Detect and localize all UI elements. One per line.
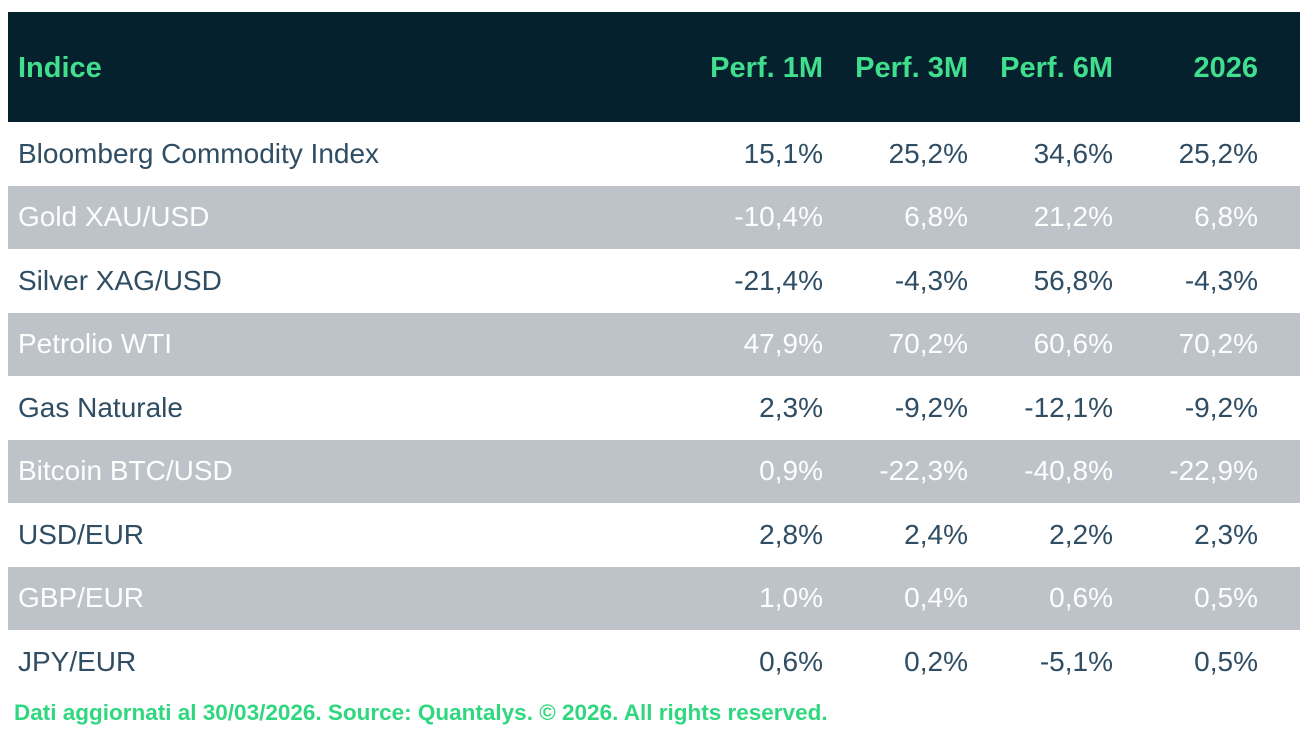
row-label: Silver XAG/USD [18, 264, 222, 296]
value-perf-6m: -12,1% [1024, 391, 1113, 423]
row-label: Gas Naturale [18, 391, 183, 423]
value-perf-6m: 56,8% [1033, 264, 1113, 296]
value-perf-3m: 70,2% [888, 328, 968, 360]
value-perf-1m: 0,9% [759, 455, 823, 487]
value-perf-1m: 47,9% [743, 328, 823, 360]
header-col-perf-3m: Perf. 3M [855, 51, 968, 84]
value-perf-3m: -4,3% [894, 264, 968, 296]
table-header-row: Indice Perf. 1M Perf. 3M Perf. 6M 2026 [8, 12, 1300, 122]
value-2026: 25,2% [1178, 137, 1258, 169]
row-label: Bitcoin BTC/USD [18, 455, 233, 487]
table-row-gas-naturale: Gas Naturale 2,3% -9,2% -12,1% -9,2% [8, 376, 1300, 440]
value-perf-3m: 0,2% [904, 645, 968, 677]
value-perf-1m: -21,4% [734, 264, 823, 296]
value-2026: -4,3% [1184, 264, 1258, 296]
value-perf-6m: 0,6% [1049, 582, 1113, 614]
value-perf-6m: -5,1% [1039, 645, 1113, 677]
table-row-petrolio-wti: Petrolio WTI 47,9% 70,2% 60,6% 70,2% [8, 312, 1300, 376]
header-col-2026: 2026 [1193, 51, 1258, 84]
row-label: Bloomberg Commodity Index [18, 137, 380, 169]
value-perf-3m: -22,3% [879, 455, 968, 487]
table-row-gbp-eur: GBP/EUR 1,0% 0,4% 0,6% 0,5% [8, 566, 1300, 630]
table-row-jpy-eur: JPY/EUR 0,6% 0,2% -5,1% 0,5% [8, 630, 1300, 694]
row-label: USD/EUR [18, 518, 145, 550]
value-perf-1m: -10,4% [734, 201, 823, 233]
table-row-bloomberg-commodity-index: Bloomberg Commodity Index 15,1% 25,2% 34… [8, 122, 1300, 186]
value-perf-6m: 21,2% [1033, 201, 1113, 233]
value-2026: -22,9% [1169, 455, 1258, 487]
row-label: JPY/EUR [18, 645, 137, 677]
value-2026: 70,2% [1178, 328, 1258, 360]
footer-source-note: Dati aggiornati al 30/03/2026. Source: Q… [14, 700, 828, 725]
value-perf-1m: 15,1% [743, 137, 823, 169]
value-perf-1m: 0,6% [759, 645, 823, 677]
value-perf-1m: 2,8% [759, 518, 823, 550]
value-2026: -9,2% [1184, 391, 1258, 423]
table-row-bitcoin-btc-usd: Bitcoin BTC/USD 0,9% -22,3% -40,8% -22,9… [8, 439, 1300, 503]
value-perf-3m: 25,2% [888, 137, 968, 169]
value-2026: 0,5% [1194, 645, 1258, 677]
table-row-gold-xau-usd: Gold XAU/USD -10,4% 6,8% 21,2% 6,8% [8, 185, 1300, 249]
value-perf-6m: -40,8% [1024, 455, 1113, 487]
value-2026: 2,3% [1194, 518, 1258, 550]
table-row-silver-xag-usd: Silver XAG/USD -21,4% -4,3% 56,8% -4,3% [8, 249, 1300, 313]
performance-table: Indice Perf. 1M Perf. 3M Perf. 6M 2026 B… [8, 12, 1300, 694]
value-2026: 0,5% [1194, 582, 1258, 614]
header-index-label: Indice [18, 51, 102, 84]
header-col-perf-6m: Perf. 6M [1000, 51, 1113, 84]
value-perf-3m: 6,8% [904, 201, 968, 233]
value-perf-3m: -9,2% [894, 391, 968, 423]
row-label: Petrolio WTI [18, 328, 173, 360]
header-col-perf-1m: Perf. 1M [710, 51, 823, 84]
value-perf-1m: 1,0% [759, 582, 823, 614]
row-label: Gold XAU/USD [18, 201, 210, 233]
value-perf-3m: 0,4% [904, 582, 968, 614]
value-2026: 6,8% [1194, 201, 1258, 233]
value-perf-1m: 2,3% [759, 391, 823, 423]
value-perf-3m: 2,4% [904, 518, 968, 550]
table-row-usd-eur: USD/EUR 2,8% 2,4% 2,2% 2,3% [8, 503, 1300, 567]
value-perf-6m: 34,6% [1033, 137, 1113, 169]
row-label: GBP/EUR [18, 582, 145, 614]
value-perf-6m: 2,2% [1049, 518, 1113, 550]
value-perf-6m: 60,6% [1033, 328, 1113, 360]
